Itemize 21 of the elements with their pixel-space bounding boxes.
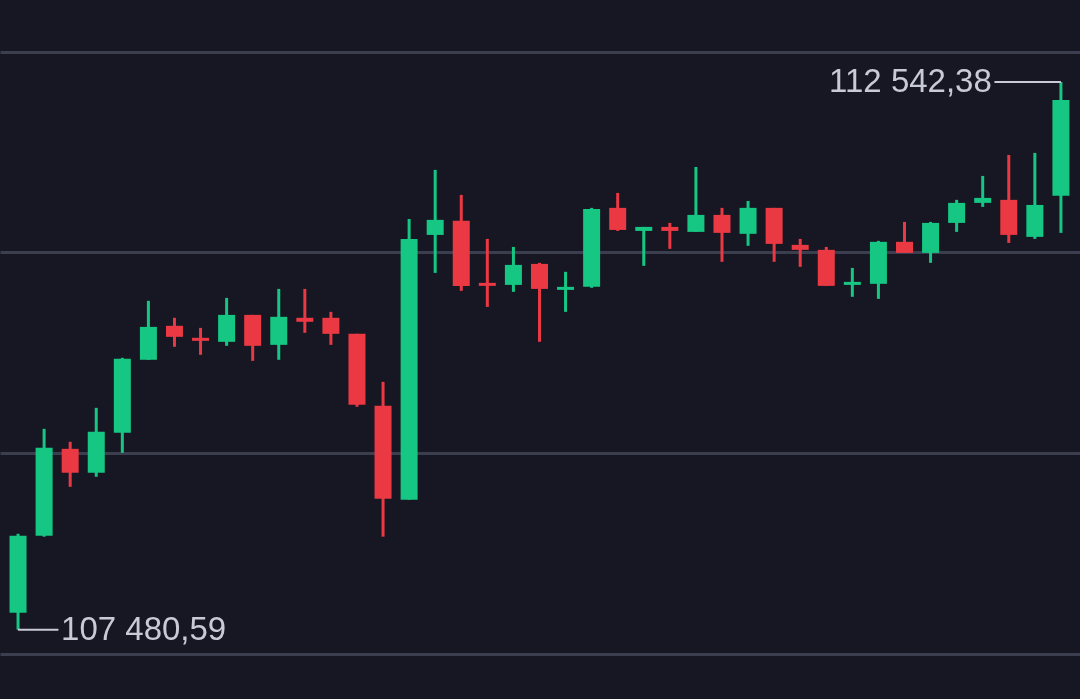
candlestick bbox=[713, 206, 731, 262]
candlestick bbox=[478, 237, 496, 307]
candlestick bbox=[948, 198, 966, 232]
candlestick bbox=[687, 165, 705, 232]
candlestick bbox=[61, 440, 79, 487]
candlestick bbox=[165, 316, 183, 347]
candlestick bbox=[557, 270, 575, 312]
candlestick bbox=[791, 237, 809, 267]
candlestick bbox=[974, 174, 992, 207]
candlestick bbox=[192, 326, 210, 355]
candlestick bbox=[609, 191, 627, 231]
annotation: 112 542,38 bbox=[829, 61, 992, 99]
candlestick bbox=[504, 245, 522, 292]
annotation: 107 480,59 bbox=[61, 609, 227, 647]
candlestick bbox=[843, 266, 861, 297]
candlestick bbox=[895, 220, 913, 253]
candlestick bbox=[322, 310, 340, 345]
candlestick bbox=[426, 168, 444, 273]
candlestick bbox=[661, 221, 679, 249]
candlestick bbox=[296, 287, 314, 333]
candlestick bbox=[635, 225, 653, 266]
